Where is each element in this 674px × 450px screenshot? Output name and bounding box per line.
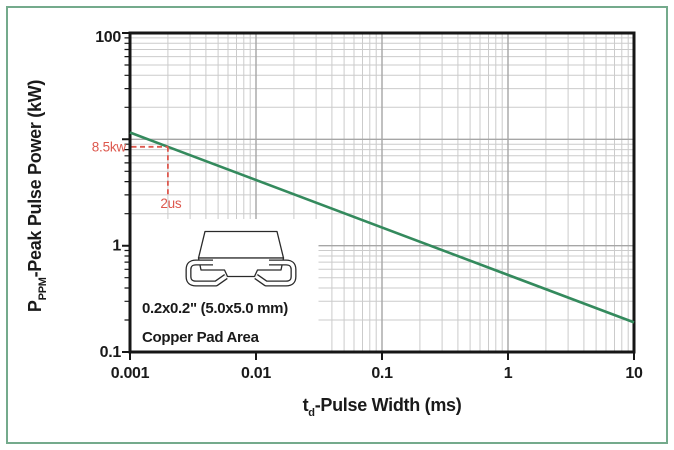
inset-size-label: 0.2x0.2" (5.0x5.0 mm) [142, 300, 288, 317]
package-lead-left-inner [186, 260, 227, 286]
package-drawing-icon [185, 230, 297, 287]
y-tick-label: 100 [95, 29, 121, 46]
annotation-power-label: 8.5kw [92, 139, 127, 154]
y-axis-title: PPPM-Peak Pulse Power (kW) [25, 80, 49, 312]
chart-outer-border [6, 6, 668, 444]
x-tick-label: 10 [625, 365, 643, 382]
x-tick-label: 0.01 [241, 365, 271, 382]
annotation-time-label: 2us [160, 196, 182, 211]
x-axis-title: td-Pulse Width (ms) [303, 395, 462, 419]
x-tick-label: 1 [504, 365, 513, 382]
major-ticks [122, 32, 635, 360]
major-gridlines [130, 33, 634, 352]
minor-ticks [124, 37, 129, 321]
annotation-dashed-lines [131, 145, 169, 196]
plot-frame [128, 31, 636, 354]
package-lead-right-inner [255, 260, 296, 286]
y-tick-label: 1 [112, 238, 121, 255]
x-tick-label: 0.001 [111, 365, 150, 382]
inset-pad-label: Copper Pad Area [142, 329, 260, 346]
y-tick-label: 0.1 [100, 344, 122, 361]
x-tick-label: 0.1 [371, 365, 393, 382]
